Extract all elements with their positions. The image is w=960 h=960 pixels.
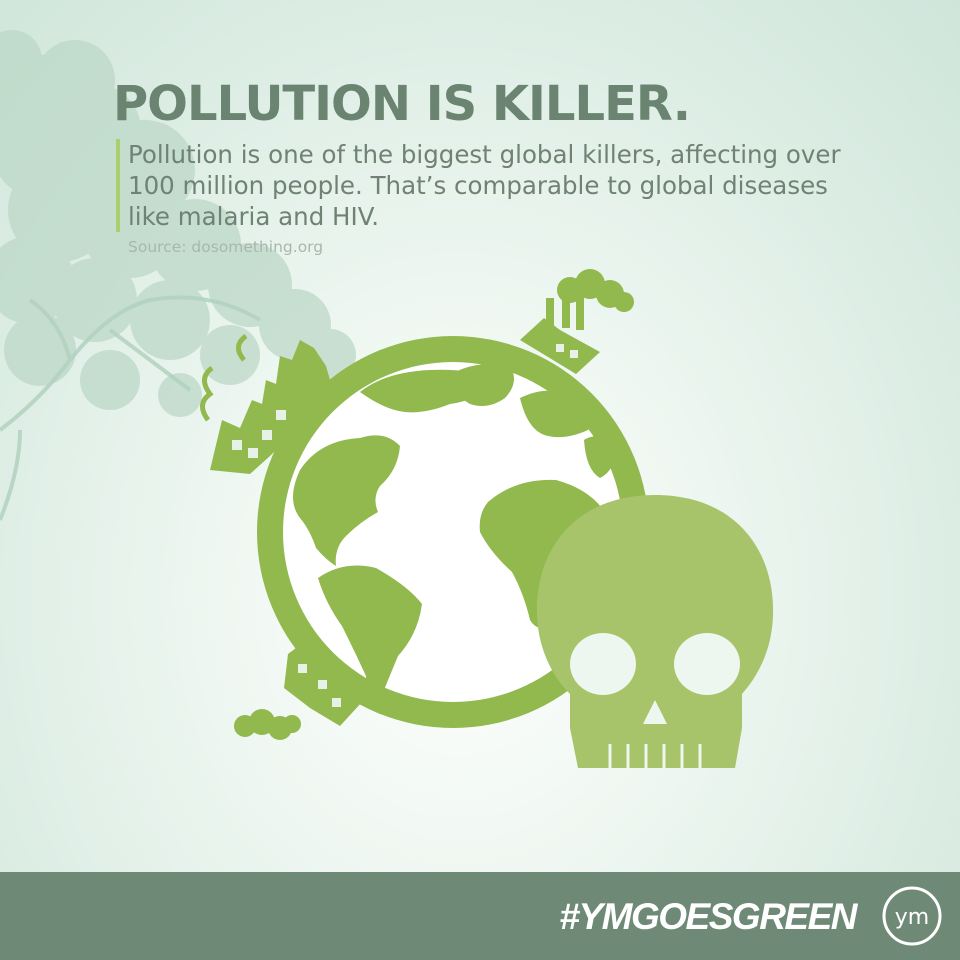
factory-icon xyxy=(520,292,600,374)
logo-text: ym xyxy=(895,905,929,930)
footer-bar: #YMGOESGREEN ym xyxy=(0,872,960,960)
page-title: POLLUTION IS KILLER. xyxy=(113,76,691,132)
ym-logo-icon: ym xyxy=(882,886,942,946)
body-text: Pollution is one of the biggest global k… xyxy=(128,140,841,231)
source-citation: Source: dosomething.org xyxy=(128,238,324,256)
smoke-cloud-icon xyxy=(557,269,634,312)
body-quote: Pollution is one of the biggest global k… xyxy=(116,139,848,232)
smoke-cloud-icon xyxy=(234,709,301,740)
factory-icon xyxy=(200,333,330,474)
skull-icon xyxy=(536,495,774,768)
hashtag-text: #YMGOESGREEN xyxy=(559,896,857,937)
factory-icon xyxy=(284,642,362,726)
